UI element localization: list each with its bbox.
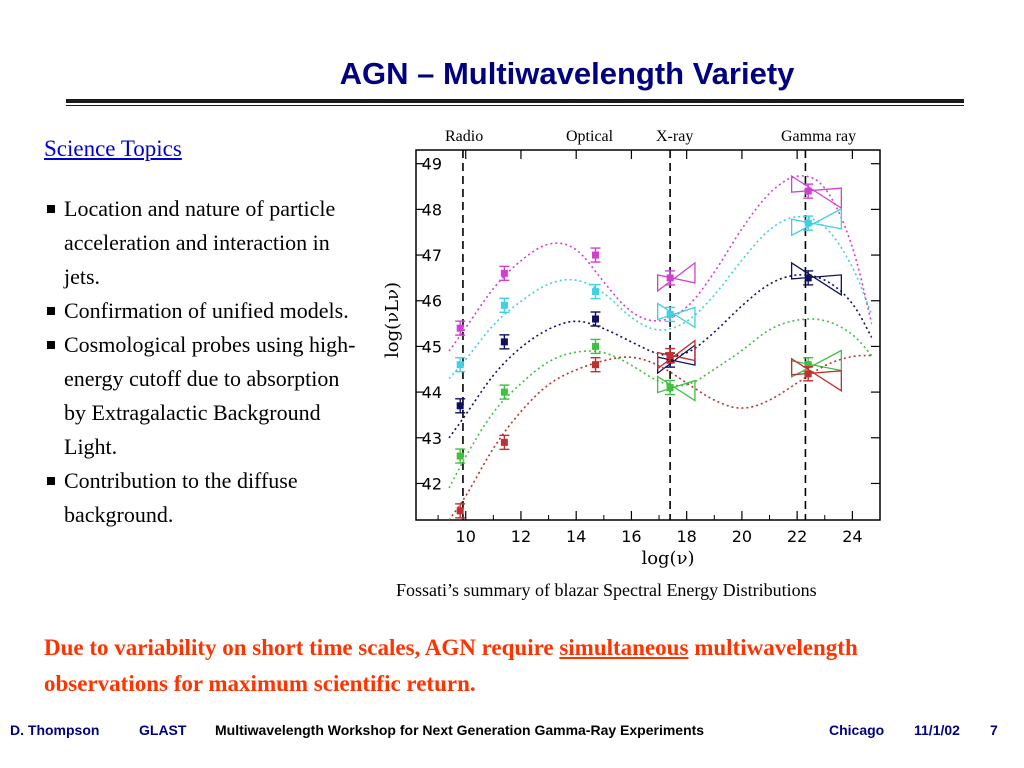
footer-author: D. Thompson: [10, 722, 100, 738]
spectral-bowtie: [657, 375, 696, 402]
bullet-text: Contribution to the diffuse background.: [64, 468, 298, 527]
spectral-bowtie: [657, 339, 696, 370]
title-divider-thin: [66, 105, 964, 106]
spectral-bowtie: [790, 174, 842, 210]
y-tick-label: 46: [422, 292, 442, 311]
data-point: [456, 452, 464, 460]
xray-band-label: X-ray: [656, 128, 694, 145]
data-point: [456, 361, 464, 369]
data-point: [666, 310, 674, 318]
footer-event: Multiwavelength Workshop for Next Genera…: [215, 722, 705, 738]
y-axis-label: log(νLν): [384, 282, 403, 358]
bullet-text: Confirmation of unified models.: [64, 298, 349, 323]
footer-city: Chicago: [829, 722, 885, 738]
data-point: [592, 288, 600, 296]
x-tick-label: 24: [842, 527, 862, 546]
title-divider: [66, 99, 964, 103]
optical-band-label: Optical: [566, 128, 614, 145]
bullet-square-icon: [47, 307, 55, 315]
y-tick-label: 48: [422, 200, 442, 219]
bullet-item: Location and nature of particle accelera…: [44, 192, 364, 294]
bullet-square-icon: [47, 205, 55, 213]
data-point: [456, 402, 464, 410]
science-topics-heading[interactable]: Science Topics: [44, 136, 182, 161]
data-point: [500, 438, 508, 446]
data-point: [456, 324, 464, 332]
x-tick-label: 16: [621, 527, 641, 546]
y-tick-label: 42: [422, 474, 442, 493]
data-point: [592, 342, 600, 350]
spectral-bowtie: [790, 207, 842, 237]
x-axis-label: log(ν): [641, 548, 694, 569]
x-tick-label: 18: [676, 527, 696, 546]
bullet-text: Location and nature of particle accelera…: [64, 196, 336, 289]
gamma-ray-band-label: Gamma ray: [781, 128, 857, 145]
conclusion-part1: Due to variability on short time scales,…: [44, 635, 560, 660]
spectral-bowtie: [657, 261, 696, 293]
chart-caption: Fossati’s summary of blazar Spectral Ene…: [396, 580, 817, 600]
data-point: [592, 251, 600, 259]
y-tick-label: 47: [422, 246, 442, 265]
x-tick-label: 10: [456, 527, 476, 546]
data-point: [500, 269, 508, 277]
bullet-text: Cosmological probes using high-energy cu…: [64, 332, 356, 459]
bullet-item: Cosmological probes using high-energy cu…: [44, 328, 364, 464]
data-point: [500, 388, 508, 396]
footer-project: GLAST: [139, 722, 187, 738]
spectral-bowtie: [657, 302, 696, 329]
conclusion-emphasis: simultaneous: [559, 635, 689, 660]
conclusion-part2: multiwavelength observations for maximum…: [44, 635, 858, 696]
data-point: [456, 507, 464, 515]
bullet-item: Contribution to the diffuse background.: [44, 464, 364, 532]
data-point: [500, 301, 508, 309]
x-tick-label: 22: [787, 527, 807, 546]
data-point: [500, 338, 508, 346]
footer-page-number: 7: [990, 722, 998, 738]
x-tick-label: 14: [566, 527, 586, 546]
blazar-sed-chart: 10 12 14 16 18 20 22 24 42 43 44 45 46 47 48 49 log(ν) lo…: [384, 149, 881, 569]
sed-curve-1: [448, 215, 873, 379]
bullet-item: Confirmation of unified models.: [44, 294, 364, 328]
footer-date: 11/1/02: [914, 722, 960, 738]
science-topics-list: Location and nature of particle accelera…: [44, 192, 364, 532]
spectral-bowtie: [790, 357, 842, 393]
x-tick-label: 20: [732, 527, 752, 546]
spectral-bowtie: [790, 261, 842, 297]
y-tick-label: 49: [422, 155, 442, 174]
slide-title: AGN – Multiwavelength Variety: [339, 56, 795, 91]
data-point: [666, 384, 674, 392]
x-tick-label: 12: [511, 527, 531, 546]
plot-frame: [415, 149, 881, 521]
y-tick-label: 45: [422, 337, 442, 356]
bullet-square-icon: [47, 341, 55, 349]
conclusion-text: Due to variability on short time scales,…: [44, 630, 984, 702]
data-point: [592, 361, 600, 369]
sed-curve-0: [448, 175, 873, 352]
y-tick-label: 43: [422, 429, 442, 448]
slide-footer: D. Thompson GLAST Multiwavelength Worksh…: [0, 722, 1024, 744]
science-topics-section: Science Topics Location and nature of pa…: [44, 136, 364, 532]
radio-band-label: Radio: [445, 128, 484, 145]
bullet-square-icon: [47, 477, 55, 485]
data-point: [592, 315, 600, 323]
y-tick-label: 44: [422, 383, 442, 402]
